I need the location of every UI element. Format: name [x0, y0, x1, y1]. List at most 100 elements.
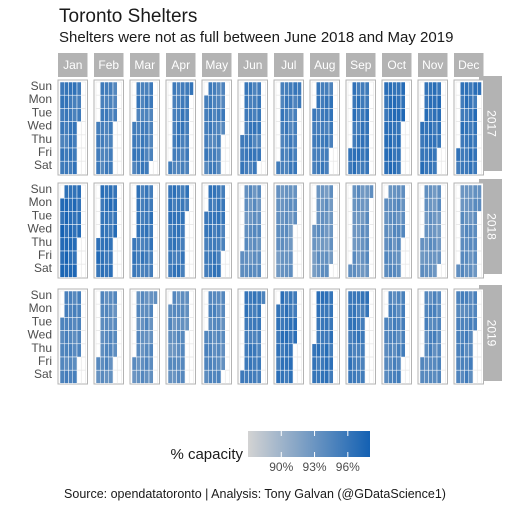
day-tile — [316, 147, 321, 162]
day-tile — [284, 343, 289, 358]
day-tile — [428, 330, 433, 345]
day-tile — [136, 356, 141, 371]
day-tile — [76, 224, 82, 239]
day-tile — [360, 108, 366, 122]
day-tile — [275, 263, 281, 278]
weekday-tick-label: Fri — [38, 145, 52, 159]
day-tile — [432, 108, 438, 122]
day-tile — [131, 147, 137, 162]
day-tile — [316, 224, 321, 239]
day-tile — [244, 303, 249, 318]
day-tile — [324, 237, 330, 252]
day-tile — [184, 134, 190, 149]
day-tile — [148, 343, 154, 358]
day-tile — [320, 197, 325, 212]
day-tile — [252, 224, 258, 239]
day-tile — [352, 224, 357, 239]
day-tile — [432, 330, 438, 345]
day-tile — [248, 184, 253, 199]
day-tile — [468, 356, 474, 371]
day-tile — [436, 343, 442, 358]
day-tile — [208, 224, 213, 239]
day-tile — [136, 369, 141, 384]
day-tile — [256, 317, 262, 331]
day-tile — [136, 184, 141, 199]
day-tile — [347, 160, 353, 175]
day-tile — [316, 356, 321, 371]
day-tile — [172, 290, 177, 305]
day-tile — [180, 343, 186, 358]
day-tile — [383, 343, 389, 358]
day-tile — [72, 263, 78, 278]
day-tile — [392, 356, 397, 371]
day-tile — [400, 94, 406, 109]
day-tile — [472, 94, 478, 109]
day-tile — [464, 330, 469, 345]
day-tile — [136, 160, 141, 175]
day-tile — [383, 369, 389, 384]
month-strip — [454, 53, 484, 77]
day-tile — [140, 330, 145, 345]
day-tile — [324, 224, 330, 239]
day-tile — [424, 330, 429, 345]
day-tile — [108, 343, 114, 358]
day-tile — [396, 330, 402, 345]
day-tile — [347, 330, 353, 345]
day-tile — [352, 108, 357, 122]
day-tile — [239, 263, 245, 278]
day-tile — [455, 343, 461, 358]
day-tile — [320, 134, 325, 149]
day-tile — [284, 121, 289, 136]
day-tile — [288, 147, 294, 162]
day-tile — [288, 197, 294, 212]
day-tile — [59, 224, 65, 239]
day-tile — [464, 250, 469, 265]
day-tile — [59, 197, 65, 212]
day-tile — [104, 211, 109, 225]
day-tile — [248, 197, 253, 212]
day-tile — [400, 303, 406, 318]
day-tile — [68, 250, 73, 265]
day-tile — [328, 108, 334, 122]
day-tile — [176, 250, 181, 265]
day-tile — [212, 81, 217, 96]
day-tile — [324, 250, 330, 265]
day-tile — [244, 369, 249, 384]
day-tile — [72, 290, 78, 305]
day-tile — [140, 121, 145, 136]
day-tile — [184, 184, 190, 199]
month-strip-label: Nov — [422, 58, 443, 72]
day-tile — [136, 317, 141, 331]
day-tile — [360, 369, 366, 384]
day-tile — [383, 134, 389, 149]
day-tile — [292, 330, 298, 345]
day-tile — [356, 330, 361, 345]
day-tile — [72, 147, 78, 162]
day-tile — [472, 237, 478, 252]
day-tile — [392, 224, 397, 239]
day-tile — [436, 290, 442, 305]
day-tile — [104, 343, 109, 358]
day-tile — [131, 369, 137, 384]
day-tile — [64, 94, 69, 109]
day-tile — [68, 94, 73, 109]
day-tile — [108, 263, 114, 278]
day-tile — [64, 160, 69, 175]
weekday-tick-label: Wed — [28, 222, 52, 236]
day-tile — [419, 134, 425, 149]
weekday-tick-label: Tue — [32, 105, 53, 119]
day-tile — [284, 330, 289, 345]
day-tile — [108, 147, 114, 162]
day-tile — [112, 211, 118, 225]
day-tile — [68, 147, 73, 162]
day-tile — [180, 108, 186, 122]
day-tile — [68, 184, 73, 199]
day-tile — [428, 317, 433, 331]
day-tile — [280, 134, 285, 149]
day-tile — [244, 343, 249, 358]
day-tile — [360, 160, 366, 175]
day-tile — [432, 343, 438, 358]
day-tile — [220, 290, 226, 305]
day-tile — [460, 290, 465, 305]
day-tile — [352, 250, 357, 265]
